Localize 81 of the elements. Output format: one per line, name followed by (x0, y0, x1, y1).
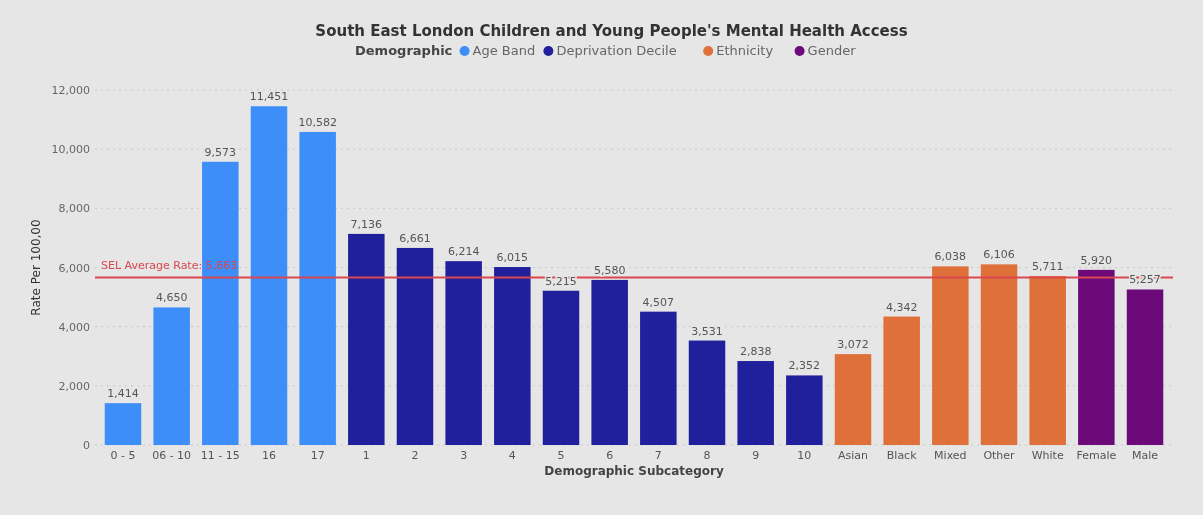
data-label: 6,661 (399, 231, 431, 245)
bar (104, 403, 142, 445)
legend-title: Demographic (355, 43, 453, 58)
data-label: 10,582 (298, 115, 337, 129)
x-tick-label: 10 (797, 449, 812, 462)
y-tick-label: 6,000 (58, 261, 90, 275)
x-tick-label: Mixed (934, 449, 967, 462)
x-tick-label: Asian (837, 449, 869, 462)
x-tick-label: Female (1076, 449, 1117, 462)
x-tick-label: 2 (411, 449, 419, 462)
bar (348, 233, 385, 445)
bar (980, 264, 1018, 445)
data-label: 6,106 (983, 248, 1015, 262)
data-label: 5,920 (1080, 253, 1113, 267)
ref-line-label: SEL Average Rate: 5,663 (101, 259, 238, 273)
x-tick-label: 06 - 10 (152, 449, 192, 462)
bar (932, 266, 969, 445)
x-tick-label: 4 (508, 449, 516, 462)
bar (494, 267, 531, 445)
x-axis-title: Demographic Subcategory (544, 464, 724, 478)
legend-label: Age Band (472, 43, 536, 58)
x-tick-label: 17 (310, 449, 325, 462)
x-tick-label: 1 (362, 449, 370, 462)
x-tick-label: 8 (703, 449, 711, 462)
x-tick-label: 5 (557, 449, 565, 462)
y-tick-label: 2,000 (58, 379, 90, 393)
data-label: 4,650 (155, 291, 188, 305)
legend-label: Gender (807, 43, 857, 58)
bar (640, 311, 677, 445)
data-label: 9,573 (204, 145, 237, 159)
data-label: 4,507 (642, 295, 675, 309)
data-label: 11,451 (249, 90, 289, 104)
x-tick-label: 9 (752, 449, 760, 462)
legend-label: Deprivation Decile (556, 43, 677, 58)
x-tick-label: Black (886, 449, 918, 462)
bar (834, 354, 872, 445)
bar (737, 361, 774, 445)
bar (396, 247, 434, 445)
x-tick-label: 6 (606, 449, 614, 462)
x-tick-label: 16 (261, 449, 276, 462)
bar (1126, 289, 1164, 445)
data-label: 5,711 (1031, 260, 1064, 274)
x-tick-label: 11 - 15 (200, 449, 240, 462)
bar (1029, 276, 1066, 445)
data-label: 2,352 (788, 359, 821, 373)
bar (202, 161, 239, 445)
bar (542, 290, 580, 445)
bar (1078, 269, 1115, 445)
bar (786, 375, 823, 445)
x-tick-label: 0 - 5 (110, 449, 136, 462)
data-label: 7,136 (350, 217, 383, 231)
bar (591, 279, 628, 445)
y-tick-label: 0 (83, 439, 90, 452)
y-tick-label: 4,000 (58, 320, 90, 334)
bar (250, 106, 288, 445)
legend-label: Ethnicity (716, 43, 774, 58)
data-label: 4,342 (885, 300, 918, 314)
y-tick-label: 12,000 (51, 84, 90, 97)
x-tick-label: Other (983, 449, 1016, 462)
x-tick-label: 7 (654, 449, 662, 462)
bar (883, 316, 920, 445)
bar (445, 261, 482, 445)
bar (153, 307, 190, 445)
x-tick-label: Male (1131, 449, 1159, 462)
chart-title: South East London Children and Young People's Mental Health Access (315, 22, 908, 40)
bar (299, 131, 336, 445)
y-tick-label: 10,000 (51, 143, 90, 157)
data-label: 2,838 (739, 345, 772, 359)
data-label: 3,531 (691, 324, 723, 338)
y-tick-label: 8,000 (58, 202, 90, 216)
data-label: 5,580 (593, 263, 626, 277)
data-label: 3,072 (837, 338, 869, 352)
data-label: 6,038 (934, 250, 967, 264)
y-axis-title: Rate Per 100,00 (29, 219, 43, 316)
x-tick-label: White (1031, 449, 1064, 462)
data-label: 6,214 (447, 245, 480, 259)
data-label: 6,015 (496, 251, 529, 265)
x-tick-label: 3 (460, 449, 468, 462)
data-label: 5,215 (545, 274, 577, 288)
data-label: 1,414 (107, 387, 139, 401)
bar (688, 340, 726, 445)
